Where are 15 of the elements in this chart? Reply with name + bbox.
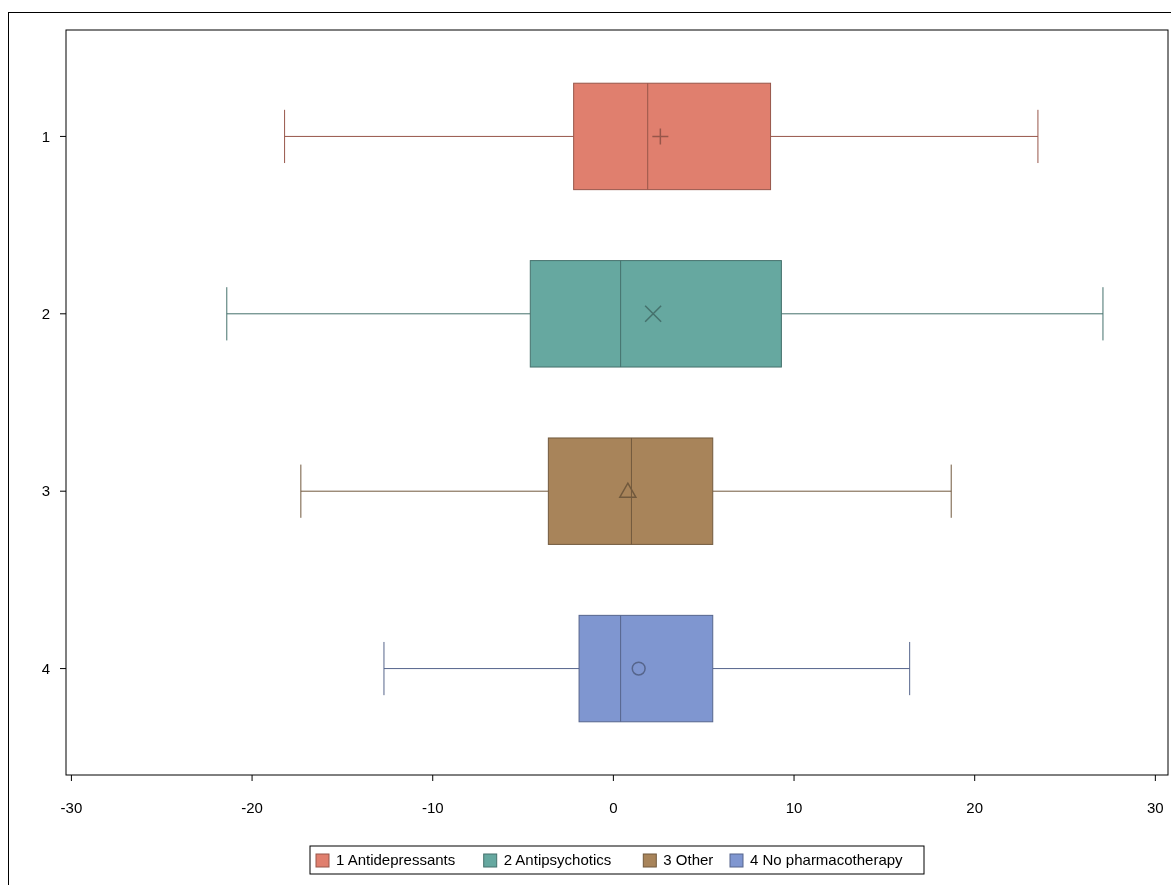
x-tick-label: 10 [785,799,803,816]
legend-label: 1 Antidepressants [336,851,456,869]
x-tick-label: 0 [609,799,618,816]
y-tick-label: 2 [41,305,50,323]
x-tick-label: -10 [421,799,444,816]
legend-label: 3 Other [663,851,714,869]
x-tick-label: 30 [1147,799,1164,816]
x-tick-label: 20 [966,799,984,816]
x-tick-label: -20 [241,799,263,816]
y-tick-label: 3 [41,482,50,500]
legend-label: 2 Antipsychotics [503,851,612,869]
y-tick-label: 1 [41,127,50,145]
legend-label: 4 No pharmacotherapy [750,851,904,869]
y-tick-label: 4 [41,659,50,677]
x-tick-label: -30 [60,799,83,816]
